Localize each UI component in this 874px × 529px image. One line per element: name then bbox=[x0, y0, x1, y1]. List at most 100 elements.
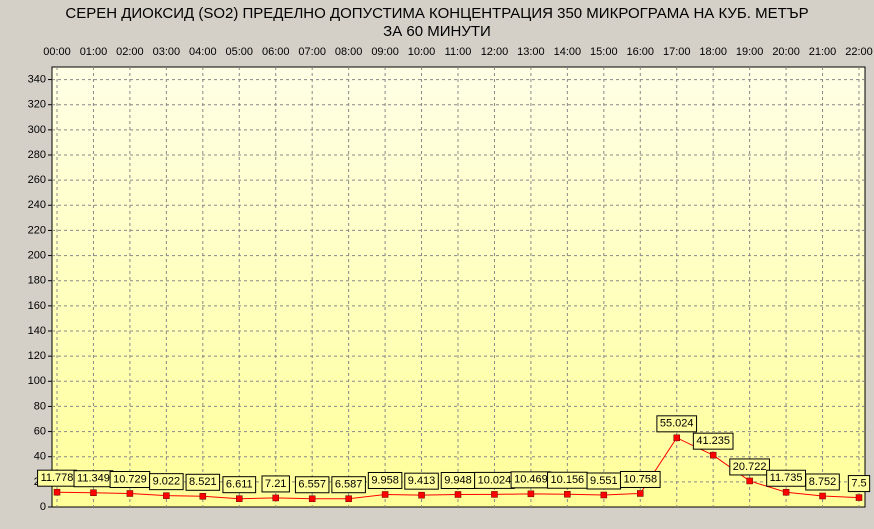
data-label-text: 7.5 bbox=[851, 477, 866, 489]
y-tick-label: 40 bbox=[34, 451, 46, 463]
y-tick-label: 240 bbox=[28, 199, 46, 211]
data-label: 9.948 bbox=[440, 471, 476, 489]
y-tick-label: 60 bbox=[34, 425, 46, 437]
data-label-text: 10.469 bbox=[514, 474, 548, 486]
data-label-text: 9.413 bbox=[408, 475, 436, 487]
y-tick-label: 260 bbox=[28, 174, 46, 186]
marker bbox=[527, 490, 535, 498]
x-tick-label: 20:00 bbox=[772, 46, 800, 58]
marker bbox=[564, 490, 571, 498]
data-label-text: 11.349 bbox=[77, 473, 110, 485]
x-tick-label: 21:00 bbox=[809, 46, 837, 58]
x-tick-label: 05:00 bbox=[226, 46, 254, 58]
y-tick-label: 220 bbox=[28, 224, 46, 236]
marker bbox=[637, 490, 644, 497]
marker bbox=[819, 492, 826, 500]
data-label-text: 9.022 bbox=[153, 476, 181, 488]
data-label-box bbox=[656, 415, 698, 433]
data-label: 9.022 bbox=[149, 473, 184, 491]
data-label: 11.349 bbox=[73, 470, 114, 488]
x-tick-label: 02:00 bbox=[116, 46, 144, 58]
x-tick-label: 06:00 bbox=[262, 46, 290, 58]
x-tick-label: 03:00 bbox=[153, 46, 181, 58]
data-label: 6.587 bbox=[331, 476, 366, 494]
data-label-text: 8.521 bbox=[189, 476, 217, 488]
data-label: 41.235 bbox=[692, 432, 734, 450]
data-label-box bbox=[692, 432, 734, 450]
x-tick-label: 08:00 bbox=[335, 46, 363, 58]
marker bbox=[418, 491, 425, 499]
data-label: 9.958 bbox=[367, 471, 403, 489]
x-tick-label: 17:00 bbox=[663, 46, 691, 58]
x-tick-label: 13:00 bbox=[517, 46, 545, 58]
marker bbox=[782, 488, 790, 496]
data-label: 11.735 bbox=[766, 469, 807, 487]
y-tick-label: 320 bbox=[28, 99, 46, 111]
data-label-box bbox=[805, 473, 840, 491]
data-label-box bbox=[261, 475, 290, 493]
y-tick-label: 180 bbox=[28, 275, 46, 287]
x-tick-label: 09:00 bbox=[371, 46, 399, 58]
data-label: 10.758 bbox=[619, 470, 661, 488]
data-label-box bbox=[222, 476, 257, 494]
data-label: 7.21 bbox=[261, 475, 290, 493]
data-label-text: 10.024 bbox=[478, 474, 512, 486]
data-label: 8.752 bbox=[805, 473, 840, 491]
x-tick-label: 14:00 bbox=[554, 46, 582, 58]
x-tick-label: 01:00 bbox=[80, 46, 108, 58]
data-label: 10.469 bbox=[510, 471, 552, 489]
marker bbox=[746, 477, 753, 485]
data-label-text: 6.587 bbox=[335, 479, 363, 491]
data-label-text: 10.758 bbox=[623, 473, 657, 485]
data-label: 6.611 bbox=[222, 476, 257, 494]
y-tick-label: 100 bbox=[28, 375, 46, 387]
marker bbox=[90, 489, 97, 496]
data-label: 55.024 bbox=[656, 415, 698, 433]
x-tick-label: 22:00 bbox=[845, 46, 873, 58]
marker bbox=[454, 491, 462, 498]
marker bbox=[199, 493, 207, 500]
y-tick-label: 200 bbox=[28, 249, 46, 261]
data-label: 20.722 bbox=[729, 458, 770, 476]
y-tick-label: 120 bbox=[28, 350, 46, 362]
y-tick-label: 280 bbox=[28, 149, 46, 161]
x-tick-label: 00:00 bbox=[43, 46, 71, 58]
data-label: 11.778 bbox=[37, 469, 77, 487]
x-tick-label: 16:00 bbox=[627, 46, 655, 58]
marker bbox=[236, 495, 243, 502]
data-label-box bbox=[149, 473, 184, 491]
marker bbox=[491, 491, 498, 498]
data-label-text: 20.722 bbox=[733, 461, 767, 473]
data-label-box bbox=[294, 476, 330, 494]
x-tick-label: 18:00 bbox=[699, 46, 727, 58]
y-tick-label: 0 bbox=[40, 501, 46, 513]
data-label-text: 10.729 bbox=[113, 473, 147, 485]
data-label-text: 11.735 bbox=[770, 472, 803, 484]
x-tick-label: 19:00 bbox=[736, 46, 764, 58]
marker bbox=[163, 492, 170, 499]
x-tick-label: 07:00 bbox=[298, 46, 326, 58]
chart-subtitle: ЗА 60 МИНУТИ bbox=[383, 23, 491, 40]
data-label: 10.729 bbox=[109, 471, 151, 489]
data-label-box bbox=[619, 470, 661, 488]
data-label-box bbox=[729, 458, 770, 476]
marker bbox=[673, 434, 680, 442]
marker bbox=[53, 488, 61, 496]
data-label-text: 8.752 bbox=[809, 476, 837, 488]
data-label-text: 55.024 bbox=[660, 418, 694, 430]
data-label: 10.156 bbox=[547, 471, 588, 489]
x-tick-label: 04:00 bbox=[189, 46, 217, 58]
data-label: 9.413 bbox=[404, 472, 439, 490]
data-label: 7.5 bbox=[847, 475, 871, 493]
marker bbox=[272, 494, 279, 502]
data-label: 9.551 bbox=[586, 472, 622, 490]
data-label-text: 9.958 bbox=[371, 474, 399, 486]
marker bbox=[709, 451, 717, 459]
data-label-box bbox=[331, 476, 366, 494]
x-tick-label: 12:00 bbox=[481, 46, 509, 58]
data-label-text: 9.948 bbox=[444, 474, 472, 486]
marker bbox=[381, 491, 389, 498]
marker bbox=[308, 495, 316, 503]
chart-title: СЕРЕН ДИОКСИД (SO2) ПРЕДЕЛНО ДОПУСТИМА К… bbox=[65, 5, 808, 22]
